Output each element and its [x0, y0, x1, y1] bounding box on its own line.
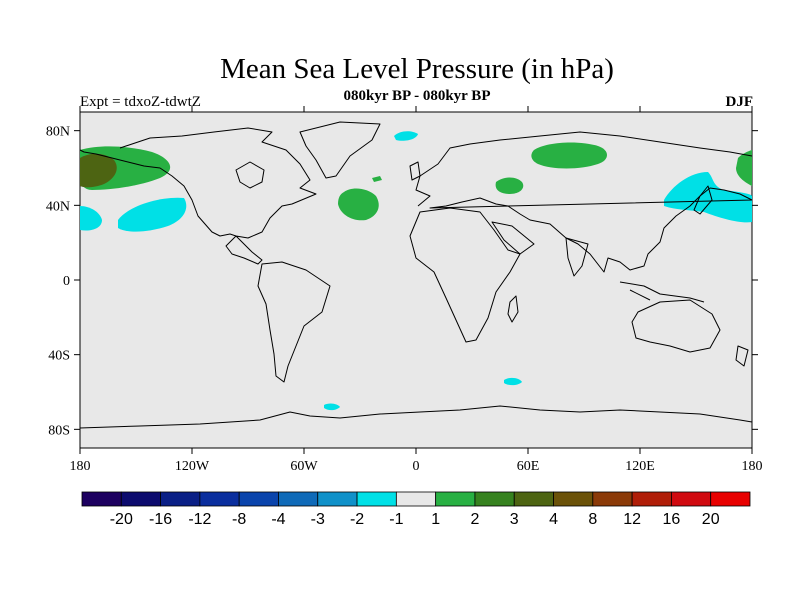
coastlines [79, 121, 753, 429]
colorbar-label: -4 [271, 511, 285, 528]
y-tick-label: 0 [63, 274, 70, 289]
colorbar-label: 4 [549, 511, 558, 528]
coast-madagascar [507, 295, 519, 323]
anomaly-north-atlantic-positive [338, 188, 379, 221]
map-subtitle: 080kyr BP - 080kyr BP [343, 88, 491, 104]
colorbar-label: -1 [389, 511, 403, 528]
colorbar-box [395, 491, 437, 507]
coast-hudson-bay [235, 161, 265, 189]
colorbar-label: -16 [149, 511, 172, 528]
anomaly-north-pacific-negative-2 [118, 197, 187, 232]
colorbar-label: 3 [510, 511, 519, 528]
anomaly-layer [80, 131, 752, 411]
x-tick-label: 180 [70, 459, 91, 474]
colorbar-label: -2 [350, 511, 364, 528]
colorbar-label: 16 [663, 511, 681, 528]
colorbar-box [474, 491, 515, 507]
colorbar-label: 1 [431, 511, 440, 528]
colorbar-box [710, 491, 751, 507]
coast-eurasia [415, 131, 753, 273]
coast-greenland [299, 121, 381, 179]
colorbar-box [435, 491, 476, 507]
colorbar-box [278, 491, 319, 507]
anomaly-north-atlantic-small [372, 176, 382, 182]
axis-tick-labels: 180 120W 60W 0 60E 120E 180 80N 40N 0 40S 80S [46, 125, 763, 474]
colorbar-labels: -20 -16 -12 -8 -4 -3 -2 -1 1 2 3 4 8 12 16 20 [110, 511, 720, 528]
anomaly-southern-ocean-negative [504, 377, 522, 386]
anomaly-east-europe-positive [495, 177, 524, 194]
y-tick-label: 40S [48, 349, 70, 364]
colorbar-label: -3 [311, 511, 325, 528]
colorbar-box [513, 491, 554, 507]
coast-africa [409, 207, 521, 343]
y-tick-label: 80S [48, 423, 70, 438]
anomaly-alaska-positive-east [736, 150, 752, 186]
coast-uk [409, 161, 421, 181]
colorbar-label: 2 [470, 511, 479, 528]
colorbar-box [592, 491, 633, 507]
y-tick-label: 80N [46, 125, 70, 140]
colorbar-box [120, 491, 161, 507]
colorbar-box [238, 491, 279, 507]
coast-arabia [491, 221, 535, 255]
colorbar-box [553, 491, 594, 507]
x-tick-label: 60W [290, 459, 318, 474]
season-label: DJF [725, 94, 754, 110]
coast-antarctica [79, 405, 753, 429]
colorbar-box [317, 491, 358, 507]
anomaly-alaska-core [80, 153, 117, 188]
y-tick-label: 40N [46, 199, 70, 214]
anomaly-arctic-negative [394, 131, 418, 141]
coast-australia [631, 299, 721, 353]
anomaly-west-pacific-negative [664, 172, 752, 223]
x-tick-label: 0 [413, 459, 420, 474]
coast-south-america [257, 261, 331, 383]
colorbar-label: 12 [623, 511, 641, 528]
colorbar-label: 8 [588, 511, 597, 528]
colorbar-box [356, 491, 397, 507]
map-title: Mean Sea Level Pressure (in hPa) [220, 53, 614, 85]
x-tick-label: 120E [625, 459, 655, 474]
axis-ticks [74, 106, 758, 454]
map-background [79, 111, 753, 449]
x-tick-label: 120W [175, 459, 210, 474]
anomaly-southern-ocean-negative-2 [324, 403, 340, 411]
colorbar-label: -12 [188, 511, 211, 528]
anomaly-north-pacific-negative [80, 206, 102, 231]
coast-japan [693, 185, 713, 215]
colorbar-label: 20 [702, 511, 720, 528]
coast-india [565, 237, 589, 277]
colorbar [81, 491, 751, 507]
x-tick-label: 60E [517, 459, 540, 474]
colorbar-label: -8 [232, 511, 246, 528]
colorbar-box [81, 491, 122, 507]
anomaly-siberia-positive [531, 142, 607, 169]
coast-north-america [79, 127, 317, 265]
coast-new-zealand [735, 345, 749, 367]
x-tick-label: 180 [742, 459, 763, 474]
colorbar-box [671, 491, 712, 507]
colorbar-label: -20 [110, 511, 133, 528]
coast-indonesia [619, 281, 705, 303]
colorbar-box [199, 491, 240, 507]
colorbar-box [631, 491, 672, 507]
experiment-label: Expt = tdxoZ-tdwtZ [80, 94, 201, 110]
colorbar-box [160, 491, 201, 507]
